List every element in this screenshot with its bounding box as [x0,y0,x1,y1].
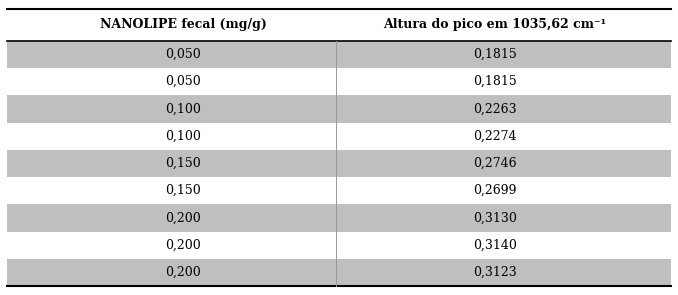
Text: 0,200: 0,200 [165,266,201,279]
Text: 0,2263: 0,2263 [473,102,517,115]
Bar [7,177,671,204]
Text: 0,2699: 0,2699 [473,184,517,197]
Text: 0,1815: 0,1815 [473,75,517,88]
Text: 0,150: 0,150 [165,184,201,197]
Bar [7,95,671,122]
Text: Altura do pico em 1035,62 cm⁻¹: Altura do pico em 1035,62 cm⁻¹ [383,18,607,31]
Text: 0,150: 0,150 [165,157,201,170]
Bar [7,41,671,68]
Text: 0,3140: 0,3140 [473,239,517,252]
Text: 0,050: 0,050 [165,48,201,61]
Bar [7,68,671,95]
Bar [7,204,671,232]
Text: 0,100: 0,100 [165,102,201,115]
Bar [7,150,671,177]
Text: NANOLIPE fecal (mg/g): NANOLIPE fecal (mg/g) [100,18,266,31]
Text: 0,3130: 0,3130 [473,212,517,224]
Text: 0,050: 0,050 [165,75,201,88]
Text: 0,2746: 0,2746 [473,157,517,170]
Text: 0,200: 0,200 [165,239,201,252]
Bar [7,9,671,41]
Bar [7,122,671,150]
Bar [7,232,671,259]
Text: 0,1815: 0,1815 [473,48,517,61]
Text: 0,100: 0,100 [165,130,201,143]
Text: 0,2274: 0,2274 [473,130,517,143]
Text: 0,3123: 0,3123 [473,266,517,279]
Bar [7,259,671,286]
Text: 0,200: 0,200 [165,212,201,224]
